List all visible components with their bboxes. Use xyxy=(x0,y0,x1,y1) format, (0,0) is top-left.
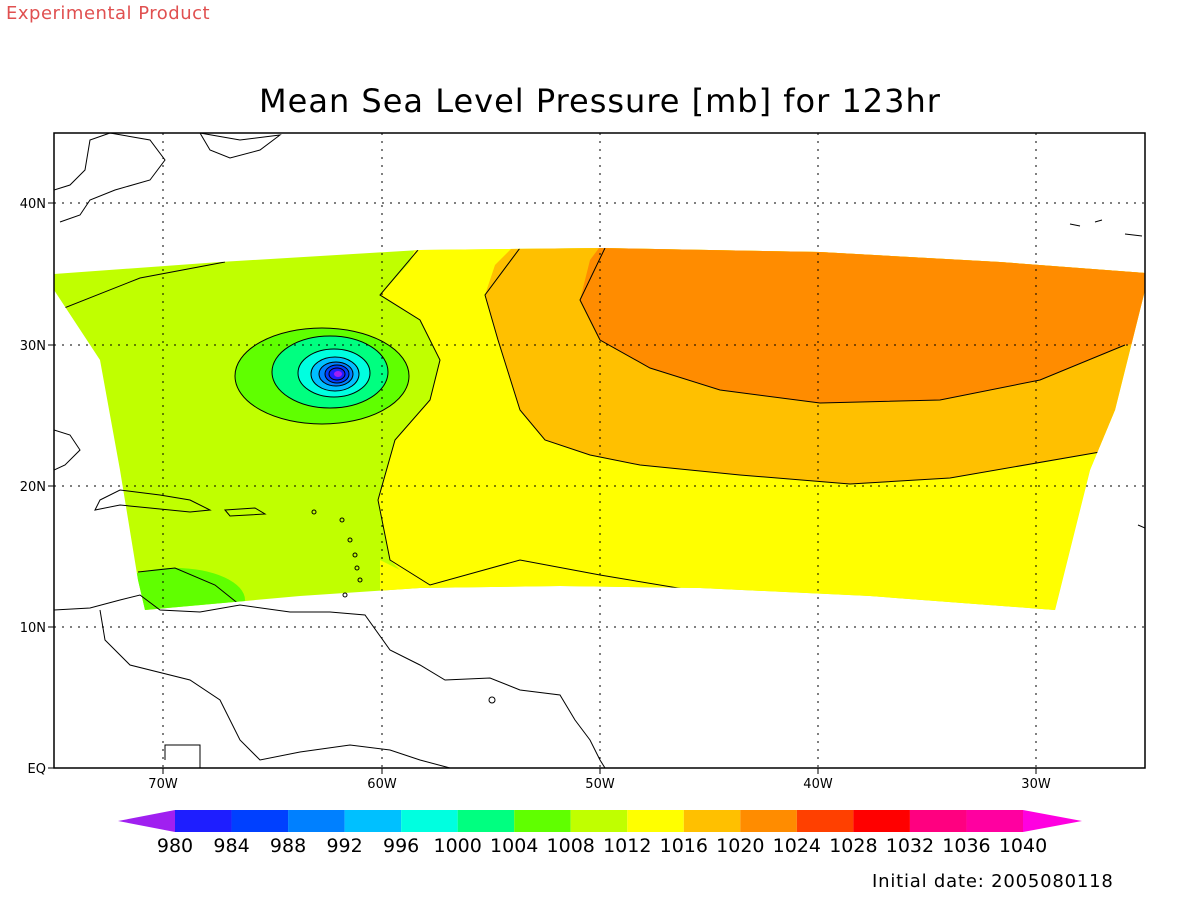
isobar-lines xyxy=(54,248,1126,606)
lon-label-50w: 50W xyxy=(585,777,615,792)
lat-label-30n: 30N xyxy=(20,339,46,354)
colorbar-level-label: 988 xyxy=(270,835,306,857)
colorbar-swatch xyxy=(966,810,1023,832)
colorbar-level-label: 1012 xyxy=(603,835,651,857)
colorbar-swatch xyxy=(288,810,345,832)
colorbar: 980 984 988 992 996 1000 1004 1008 1012 1016 1020 1… xyxy=(118,810,1082,857)
island-outlines xyxy=(311,509,496,704)
colorbar-level-label: 992 xyxy=(326,835,362,857)
colorbar-level-label: 1040 xyxy=(999,835,1047,857)
colorbar-swatch xyxy=(401,810,458,832)
colorbar-arrow-high xyxy=(1023,810,1082,832)
lat-label-20n: 20N xyxy=(20,480,46,495)
colorbar-level-label: 996 xyxy=(383,835,419,857)
colorbar-level-label: 1028 xyxy=(829,835,877,857)
lat-label-40n: 40N xyxy=(20,197,46,212)
colorbar-level-label: 1016 xyxy=(660,835,708,857)
coastlines xyxy=(54,133,1145,768)
map-gridlines xyxy=(54,133,1145,768)
lat-label-eq: EQ xyxy=(28,762,46,777)
colorbar-level-label: 1004 xyxy=(490,835,538,857)
axis-ticks xyxy=(48,202,1037,774)
lat-label-10n: 10N xyxy=(20,621,46,636)
colorbar-level-label: 1032 xyxy=(886,835,934,857)
colorbar-swatch xyxy=(796,810,854,832)
colorbar-level-label: 1008 xyxy=(547,835,595,857)
hurricane-low xyxy=(234,327,410,425)
colorbar-level-label: 984 xyxy=(213,835,249,857)
colorbar-level-label: 1000 xyxy=(433,835,481,857)
colorbar-swatch xyxy=(570,810,628,832)
colorbar-level-label: 1036 xyxy=(942,835,990,857)
initial-date-label: Initial date: 2005080118 xyxy=(872,871,1114,892)
map-title: Mean Sea Level Pressure [mb] for 123hr xyxy=(259,82,941,120)
colorbar-level-label: 1020 xyxy=(716,835,764,857)
colorbar-swatch xyxy=(740,810,797,832)
colorbar-arrow-low xyxy=(118,810,175,832)
experimental-product-label: Experimental Product xyxy=(6,3,211,24)
colorbar-swatch xyxy=(344,810,402,832)
colorbar-level-label: 1024 xyxy=(773,835,821,857)
lon-label-30w: 30W xyxy=(1021,777,1051,792)
colorbar-level-label: 980 xyxy=(157,835,193,857)
low-sw-1008 xyxy=(105,568,245,610)
colorbar-swatch xyxy=(683,810,741,832)
colorbar-swatch xyxy=(514,810,571,832)
colorbar-swatch xyxy=(627,810,684,832)
lon-label-60w: 60W xyxy=(367,777,397,792)
colorbar-swatch xyxy=(457,810,515,832)
colorbar-swatch xyxy=(909,810,967,832)
colorbar-swatch xyxy=(231,810,289,832)
colorbar-swatch xyxy=(853,810,910,832)
colorbar-swatch xyxy=(175,810,232,832)
lon-label-70w: 70W xyxy=(148,777,178,792)
lon-label-40w: 40W xyxy=(803,777,833,792)
pressure-band-1024 xyxy=(580,248,1145,403)
